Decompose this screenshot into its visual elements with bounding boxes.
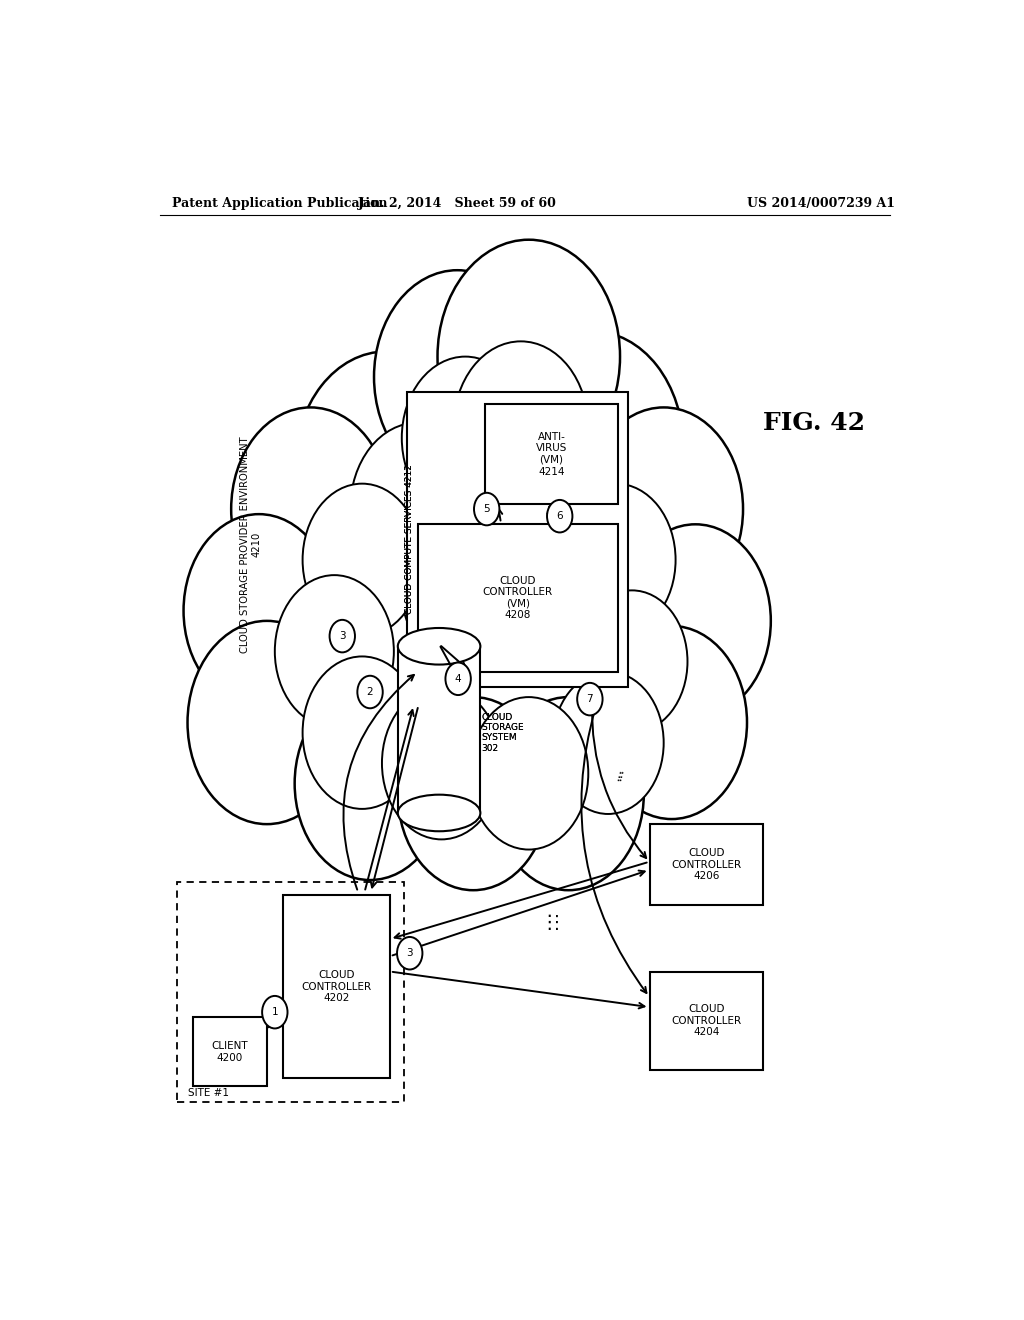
Circle shape (397, 937, 423, 969)
Bar (418, 524, 617, 672)
Circle shape (547, 500, 572, 532)
Circle shape (262, 995, 288, 1028)
Bar (650, 824, 763, 906)
Circle shape (474, 492, 500, 525)
Bar (397, 647, 480, 813)
Circle shape (578, 682, 602, 715)
Text: CLOUD
CONTROLLER
(VM)
4208: CLOUD CONTROLLER (VM) 4208 (482, 576, 553, 620)
Circle shape (330, 620, 355, 652)
Circle shape (437, 240, 621, 474)
Bar (283, 895, 390, 1078)
Text: ...: ... (607, 766, 625, 781)
Text: 7: 7 (587, 694, 593, 704)
Circle shape (295, 686, 445, 880)
Text: SITE #1: SITE #1 (187, 1088, 228, 1097)
Text: CLOUD
CONTROLLER
4202: CLOUD CONTROLLER 4202 (301, 970, 372, 1003)
Text: CLOUD COMPUTE SERVICES 4212: CLOUD COMPUTE SERVICES 4212 (406, 465, 415, 615)
Text: 3: 3 (407, 948, 413, 958)
Text: 3: 3 (339, 631, 345, 642)
Circle shape (183, 515, 335, 708)
Circle shape (494, 412, 628, 585)
Circle shape (454, 342, 588, 515)
Circle shape (303, 483, 422, 636)
Circle shape (501, 331, 684, 565)
Circle shape (350, 372, 628, 727)
Circle shape (382, 686, 501, 840)
Text: Jan. 2, 2014   Sheet 59 of 60: Jan. 2, 2014 Sheet 59 of 60 (358, 197, 557, 210)
Text: 6: 6 (556, 511, 563, 521)
Circle shape (397, 697, 549, 890)
Bar (408, 392, 628, 686)
Circle shape (621, 524, 771, 718)
Circle shape (445, 663, 471, 696)
Circle shape (231, 408, 390, 611)
Bar (650, 972, 763, 1071)
Text: CLOUD STORAGE PROVIDER ENVIRONMENT
4210: CLOUD STORAGE PROVIDER ENVIRONMENT 4210 (241, 437, 262, 653)
Text: ANTI-
VIRUS
(VM)
4214: ANTI- VIRUS (VM) 4214 (536, 432, 567, 477)
Text: ⋮: ⋮ (548, 913, 565, 932)
Text: 2: 2 (367, 686, 374, 697)
Circle shape (557, 483, 676, 636)
Ellipse shape (397, 628, 480, 664)
Bar (194, 1018, 267, 1086)
Circle shape (374, 271, 541, 483)
Ellipse shape (397, 795, 480, 832)
Text: CLOUD
STORAGE
SYSTEM
302: CLOUD STORAGE SYSTEM 302 (481, 713, 524, 752)
Circle shape (553, 672, 664, 814)
Circle shape (596, 626, 748, 818)
Circle shape (494, 697, 644, 890)
Circle shape (187, 620, 346, 824)
Circle shape (469, 697, 588, 850)
Circle shape (357, 676, 383, 709)
Text: ⋮: ⋮ (539, 913, 558, 932)
Text: 5: 5 (483, 504, 490, 513)
Text: ...: ... (610, 766, 627, 781)
Text: CLIENT
4200: CLIENT 4200 (212, 1041, 248, 1063)
Circle shape (274, 576, 394, 727)
Text: FIG. 42: FIG. 42 (764, 411, 865, 434)
Bar (177, 882, 404, 1102)
Text: CLOUD COMPUTE SERVICES 4212: CLOUD COMPUTE SERVICES 4212 (406, 465, 415, 615)
Circle shape (577, 590, 687, 733)
Circle shape (585, 408, 743, 611)
Text: Patent Application Publication: Patent Application Publication (172, 197, 387, 210)
Text: CLOUD
STORAGE
SYSTEM
302: CLOUD STORAGE SYSTEM 302 (481, 713, 524, 752)
Bar (485, 404, 617, 504)
Circle shape (303, 656, 422, 809)
Text: 4: 4 (455, 673, 462, 684)
Circle shape (350, 422, 485, 595)
Text: CLOUD
CONTROLLER
4204: CLOUD CONTROLLER 4204 (672, 1005, 741, 1038)
Text: US 2014/0007239 A1: US 2014/0007239 A1 (748, 197, 895, 210)
Circle shape (397, 453, 581, 686)
Text: CLOUD
CONTROLLER
4206: CLOUD CONTROLLER 4206 (672, 849, 741, 882)
Circle shape (295, 351, 477, 585)
Circle shape (401, 356, 528, 519)
Text: 1: 1 (271, 1007, 279, 1018)
